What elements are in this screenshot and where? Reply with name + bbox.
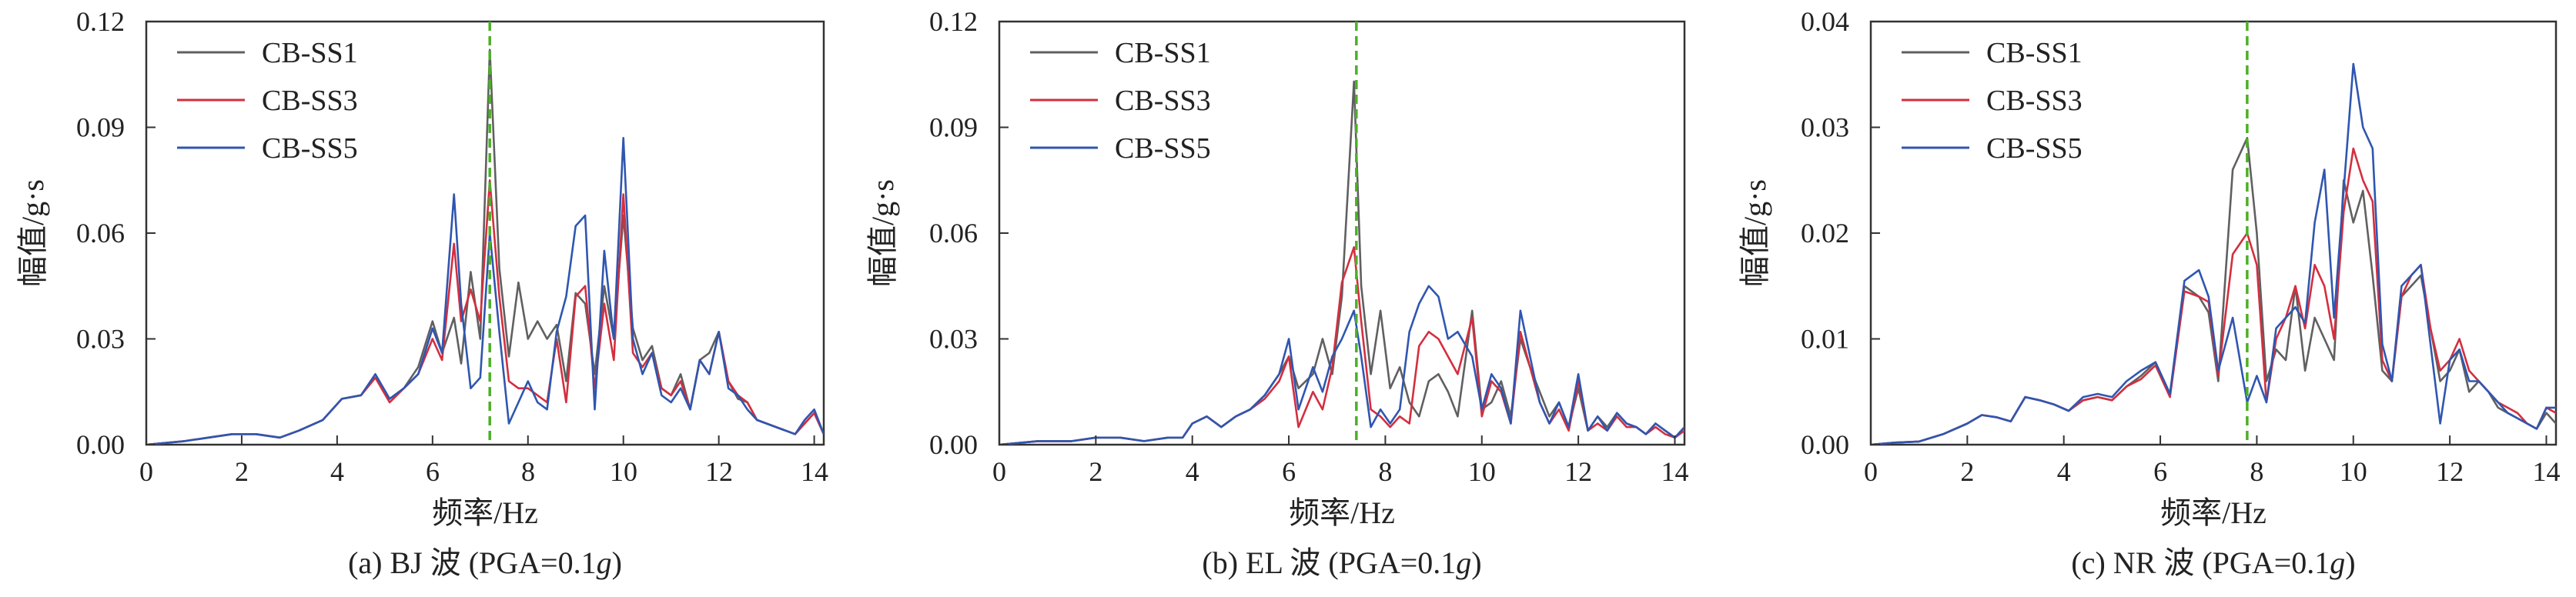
x-tick-label: 10 [2340,456,2367,487]
panel-a-marks [146,22,824,445]
y-tick-label: 0.06 [929,218,978,248]
panel-c-marks [1871,22,2556,445]
x-tick-label: 12 [2436,456,2464,487]
panel-b-marks [999,22,1684,445]
y-tick-label: 0.02 [1801,218,1849,248]
chart-panel-a: 0.00 0.03 0.06 0.09 0.12 0 2 4 6 8 10 12… [15,6,828,580]
x-tick-label: 8 [1378,456,1392,487]
y-tick-label: 0.03 [929,324,978,355]
y-tick-labels: 0.00 0.01 0.02 0.03 0.04 [1801,6,1849,460]
series-line-cb-ss5 [146,137,824,445]
legend-label: CB-SS5 [1115,132,1211,165]
y-axis-title: 幅值/g·s [865,179,900,287]
plot-frame [145,20,825,446]
caption-g: g [1456,545,1471,580]
x-tick-label: 6 [2153,456,2167,487]
caption-g: g [2330,545,2345,580]
chart-panel-b: 0.00 0.03 0.06 0.09 0.12 0 2 4 6 8 10 12… [865,6,1689,580]
x-tick-label: 0 [139,456,153,487]
x-tick-label: 6 [1282,456,1296,487]
x-tick-label: 4 [1186,456,1199,487]
legend-label: CB-SS1 [1986,37,2083,69]
legend-label: CB-SS3 [1986,85,2083,117]
caption-close: ) [2345,545,2355,580]
x-tick-label: 12 [705,456,733,487]
legend-label: CB-SS1 [1115,37,1211,69]
x-tick-label: 0 [1864,456,1878,487]
x-axis-title: 频率/Hz [432,495,538,530]
x-tick-label: 14 [1661,456,1689,487]
x-tick-label: 0 [992,456,1006,487]
series-line-cb-ss1 [1871,137,2556,445]
x-tick-label: 14 [801,456,828,487]
y-tick-label: 0.01 [1801,324,1849,355]
panel-caption: (b) EL 波 (PGA=0.1g) [1202,545,1481,580]
y-tick-label: 0.00 [1801,429,1849,460]
caption-text: (a) BJ 波 (PGA=0.1 [348,545,597,580]
x-tick-label: 8 [2250,456,2263,487]
y-tick-label: 0.04 [1801,6,1849,37]
y-tick-label: 0.00 [76,429,125,460]
y-tick-label: 0.03 [1801,112,1849,143]
y-tick-labels: 0.00 0.03 0.06 0.09 0.12 [76,6,125,460]
legend-label: CB-SS3 [1115,85,1211,117]
legend-label: CB-SS5 [262,132,358,165]
caption-text: (b) EL 波 (PGA=0.1 [1202,545,1456,580]
x-tick-label: 2 [1089,456,1102,487]
x-tick-labels: 0 2 4 6 8 10 12 14 [1864,456,2561,487]
x-tick-labels: 0 2 4 6 8 10 12 14 [139,456,828,487]
legend: CB-SS1 CB-SS3 CB-SS5 [177,37,358,165]
panel-caption: (a) BJ 波 (PGA=0.1g) [348,545,622,580]
caption-close: ) [612,545,622,580]
series-line-cb-ss5 [999,285,1684,445]
legend-label: CB-SS1 [262,37,358,69]
y-tick-labels: 0.00 0.03 0.06 0.09 0.12 [929,6,978,460]
x-tick-label: 10 [1468,456,1496,487]
legend-label: CB-SS3 [262,85,358,117]
x-axis-title: 频率/Hz [2160,495,2267,530]
panel-caption: (c) NR 波 (PGA=0.1g) [2071,545,2355,580]
y-axis-title: 幅值/g·s [15,179,50,287]
x-tick-labels: 0 2 4 6 8 10 12 14 [992,456,1689,487]
plot-frame [998,20,1686,446]
caption-close: ) [1471,545,1481,580]
y-tick-label: 0.00 [929,429,978,460]
y-tick-label: 0.09 [929,112,978,143]
legend-label: CB-SS5 [1986,132,2083,165]
x-tick-label: 10 [610,456,637,487]
x-tick-label: 6 [426,456,440,487]
x-tick-label: 2 [235,456,249,487]
x-tick-label: 2 [1960,456,1974,487]
caption-g: g [597,545,612,580]
y-tick-label: 0.03 [76,324,125,355]
legend: CB-SS1 CB-SS3 CB-SS5 [1030,37,1211,165]
x-tick-label: 4 [2057,456,2071,487]
chart-panel-c: 0.00 0.01 0.02 0.03 0.04 0 2 4 6 8 10 12… [1738,6,2561,580]
caption-text: (c) NR 波 (PGA=0.1 [2071,545,2330,580]
legend: CB-SS1 CB-SS3 CB-SS5 [1902,37,2083,165]
x-axis-title: 频率/Hz [1289,495,1395,530]
y-axis-title: 幅值/g·s [1738,179,1772,287]
x-tick-label: 4 [330,456,344,487]
y-tick-label: 0.12 [76,6,125,37]
series-line-cb-ss5 [1871,62,2556,445]
plot-frame [1869,20,2558,446]
x-tick-label: 14 [2533,456,2561,487]
y-tick-label: 0.12 [929,6,978,37]
series-line-cb-ss3 [1871,147,2556,445]
x-tick-label: 8 [521,456,535,487]
series-line-cb-ss3 [999,245,1684,445]
x-tick-label: 12 [1564,456,1592,487]
y-tick-label: 0.09 [76,112,125,143]
y-tick-label: 0.06 [76,218,125,248]
